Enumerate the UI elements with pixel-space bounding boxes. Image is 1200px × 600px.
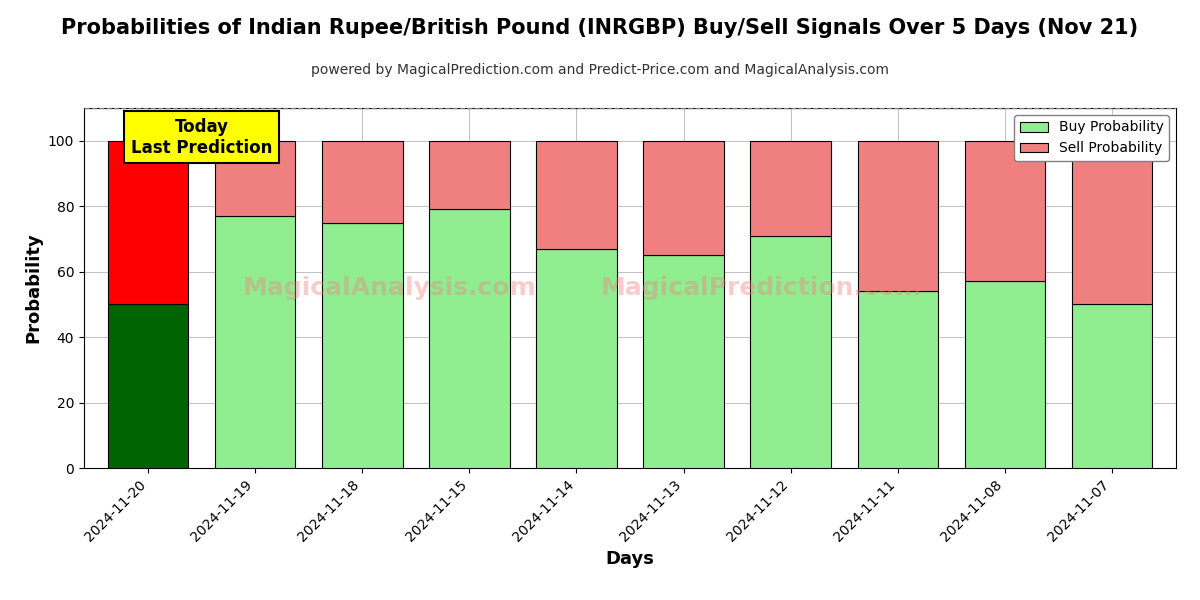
Text: MagicalAnalysis.com: MagicalAnalysis.com: [242, 276, 536, 300]
X-axis label: Days: Days: [606, 550, 654, 568]
Bar: [643, 255, 724, 468]
Bar: [215, 141, 295, 216]
Bar: [108, 141, 188, 304]
Bar: [323, 141, 402, 223]
Bar: [430, 209, 510, 468]
Text: powered by MagicalPrediction.com and Predict-Price.com and MagicalAnalysis.com: powered by MagicalPrediction.com and Pre…: [311, 63, 889, 77]
Bar: [1072, 141, 1152, 304]
Text: Probabilities of Indian Rupee/British Pound (INRGBP) Buy/Sell Signals Over 5 Day: Probabilities of Indian Rupee/British Po…: [61, 18, 1139, 38]
Bar: [750, 236, 830, 468]
Y-axis label: Probability: Probability: [24, 233, 42, 343]
Bar: [323, 223, 402, 468]
Bar: [965, 281, 1045, 468]
Text: MagicalPrediction.com: MagicalPrediction.com: [600, 276, 922, 300]
Bar: [430, 141, 510, 209]
Bar: [536, 141, 617, 249]
Bar: [858, 291, 937, 468]
Bar: [643, 141, 724, 255]
Bar: [1072, 304, 1152, 468]
Legend: Buy Probability, Sell Probability: Buy Probability, Sell Probability: [1014, 115, 1169, 161]
Bar: [750, 141, 830, 236]
Bar: [215, 216, 295, 468]
Bar: [965, 141, 1045, 281]
Text: Today
Last Prediction: Today Last Prediction: [131, 118, 272, 157]
Bar: [536, 249, 617, 468]
Bar: [108, 304, 188, 468]
Bar: [858, 141, 937, 291]
